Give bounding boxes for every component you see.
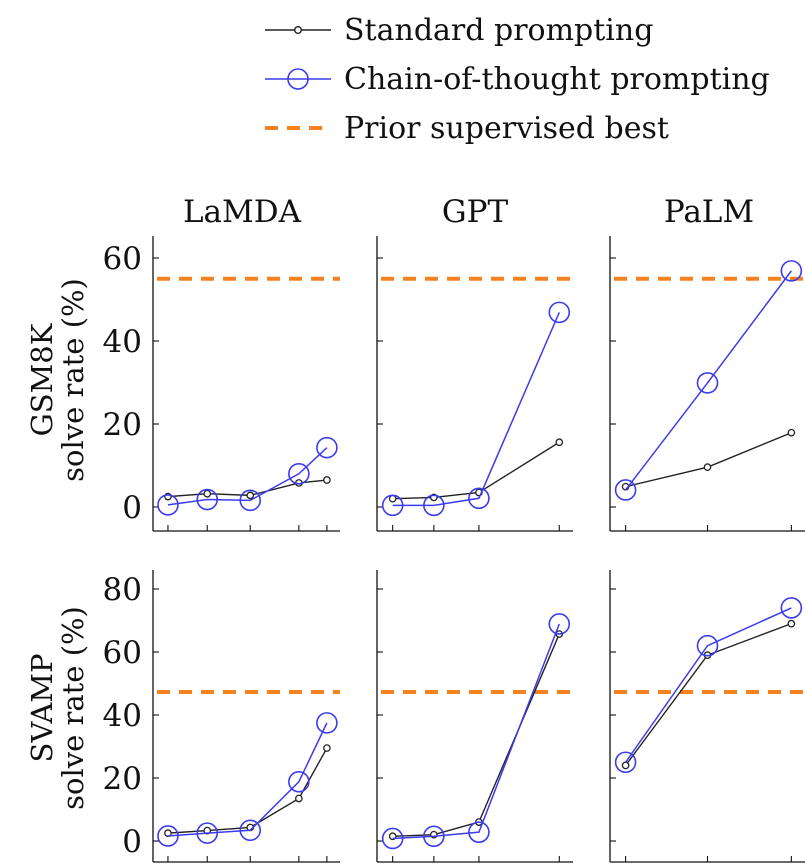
column-title-gpt: GPT: [442, 194, 509, 230]
cot-point-gsm8k-lamda-3: [288, 462, 310, 485]
cot-point-gsm8k-gpt-3: [548, 301, 571, 324]
cot-line-gsm8k-palm: [625, 270, 792, 491]
panel-gsm8k-gpt: [376, 236, 573, 532]
row-label-gsm8k-dataset: GSM8K: [25, 322, 59, 436]
legend-cot-label: Chain-of-thought prompting: [344, 62, 770, 97]
standard-point-gsm8k-gpt-3: [555, 438, 564, 447]
standard-point-svamp-palm-0: [621, 761, 630, 770]
legend-item-cot: Chain-of-thought prompting: [265, 62, 770, 97]
column-titles: LaMDA GPT PaLM: [183, 194, 754, 230]
row-label-gsm8k-ylabel: solve rate (%): [56, 278, 90, 482]
standard-point-gsm8k-lamda-4: [323, 476, 331, 484]
cot-line-svamp-gpt: [392, 623, 560, 840]
panel-svamp-gpt: [376, 570, 573, 863]
standard-point-svamp-lamda-0: [164, 829, 172, 837]
cot-point-gsm8k-lamda-0: [157, 494, 179, 516]
cot-point-svamp-palm-1: [696, 634, 719, 657]
cot-line-svamp-palm: [624, 607, 792, 763]
panel-gsm8k-palm: [609, 236, 805, 532]
standard-point-gsm8k-lamda-1: [203, 489, 212, 498]
panel-svamp-palm: [609, 570, 805, 863]
cot-point-svamp-palm-0: [614, 751, 637, 774]
row-labels: GSM8K solve rate (%) SVAMP solve rate (%…: [25, 278, 90, 810]
cot-point-svamp-gpt-0: [381, 827, 404, 850]
standard-point-svamp-palm-2: [787, 619, 796, 628]
cot-point-svamp-lamda-0: [157, 825, 179, 847]
y-tick-label-gsm8k-lamda-40: 40: [103, 324, 142, 360]
y-tick-label-svamp-lamda-0: 0: [122, 824, 142, 860]
cot-point-gsm8k-palm-2: [780, 260, 803, 282]
cot-point-gsm8k-gpt-0: [381, 494, 404, 517]
y-tick-label-svamp-lamda-20: 20: [103, 761, 142, 797]
cot-line-svamp-lamda: [167, 722, 328, 837]
y-tick-label-gsm8k-lamda-20: 20: [103, 407, 142, 443]
cot-point-gsm8k-lamda-1: [196, 488, 219, 511]
column-title-palm: PaLM: [664, 194, 754, 230]
cot-point-svamp-gpt-1: [423, 825, 445, 848]
y-tick-label-svamp-lamda-80: 80: [103, 572, 142, 608]
standard-point-gsm8k-palm-1: [703, 463, 712, 472]
cot-point-gsm8k-lamda-4: [316, 436, 338, 459]
cot-point-gsm8k-gpt-2: [468, 487, 490, 510]
legend-prior-label: Prior supervised best: [344, 111, 669, 146]
standard-point-svamp-lamda-4: [323, 744, 331, 752]
legend: Standard prompting Chain-of-thought prom…: [265, 13, 770, 146]
cot-point-svamp-lamda-4: [316, 712, 338, 734]
standard-line-gsm8k-gpt: [392, 441, 560, 500]
y-tick-label-gsm8k-lamda-0: 0: [122, 490, 142, 526]
legend-cot-marker: [287, 68, 309, 90]
row-label-svamp-dataset: SVAMP: [25, 654, 59, 763]
standard-point-svamp-lamda-3: [295, 794, 303, 803]
cot-point-svamp-gpt-3: [548, 613, 571, 635]
cot-point-svamp-gpt-2: [468, 821, 490, 843]
standard-line-svamp-gpt: [392, 633, 560, 837]
legend-item-prior: Prior supervised best: [265, 111, 669, 146]
standard-point-gsm8k-lamda-2: [246, 491, 255, 500]
legend-standard-label: Standard prompting: [344, 13, 653, 48]
y-tick-label-svamp-lamda-40: 40: [103, 698, 142, 734]
legend-standard-marker: [294, 26, 303, 35]
cot-point-svamp-lamda-2: [239, 819, 262, 842]
row-label-svamp-ylabel: solve rate (%): [56, 606, 90, 810]
standard-point-gsm8k-gpt-0: [388, 494, 397, 503]
legend-item-standard: Standard prompting: [265, 13, 653, 48]
column-title-lamda: LaMDA: [183, 194, 302, 230]
chart-panels: 0 20 40 60 0 20 40 60 80: [103, 236, 805, 863]
cot-point-gsm8k-gpt-1: [423, 494, 445, 517]
y-tick-label-gsm8k-lamda-60: 60: [103, 241, 142, 277]
cot-point-gsm8k-lamda-2: [239, 489, 262, 512]
cot-point-svamp-lamda-1: [196, 822, 219, 844]
cot-point-gsm8k-palm-1: [696, 372, 719, 394]
panel-svamp-lamda: 0 20 40 60 80: [103, 570, 340, 863]
standard-line-gsm8k-palm: [625, 432, 792, 488]
cot-point-gsm8k-palm-0: [614, 479, 637, 501]
cot-line-gsm8k-gpt: [392, 312, 560, 507]
standard-point-gsm8k-palm-2: [787, 428, 796, 437]
cot-point-svamp-lamda-3: [288, 770, 310, 793]
cot-point-svamp-palm-2: [780, 597, 803, 619]
panel-gsm8k-lamda: 0 20 40 60: [103, 236, 340, 532]
y-tick-label-svamp-lamda-60: 60: [103, 635, 142, 671]
cot-line-gsm8k-lamda: [167, 447, 328, 506]
